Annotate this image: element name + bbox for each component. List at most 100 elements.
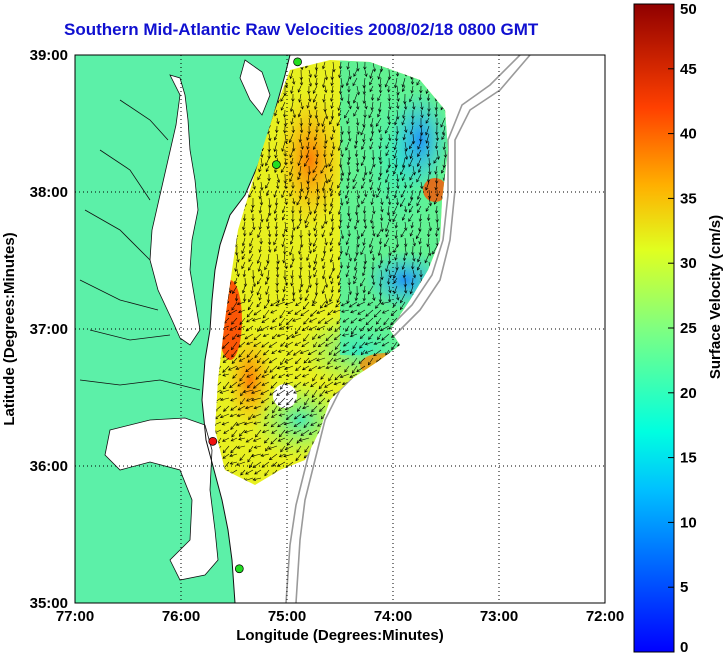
- velocity-arrow: [362, 149, 366, 160]
- velocity-arrow: [278, 453, 286, 458]
- velocity-arrow: [368, 237, 374, 248]
- velocity-arrow: [268, 357, 278, 364]
- velocity-arrow: [321, 181, 326, 192]
- velocity-arrow: [338, 221, 342, 230]
- velocity-arrow: [314, 61, 319, 71]
- velocity-arrow: [271, 349, 278, 354]
- velocity-arrow: [252, 437, 262, 442]
- velocity-arrow: [320, 373, 326, 380]
- velocity-arrow: [299, 125, 304, 134]
- grid-lines: [75, 55, 605, 603]
- velocity-arrow: [268, 133, 272, 142]
- velocity-arrow: [409, 229, 414, 237]
- velocity-arrow: [312, 85, 318, 94]
- velocity-arrow: [244, 405, 254, 410]
- velocity-arrow: [321, 117, 326, 127]
- velocity-arrow: [301, 373, 310, 378]
- velocity-arrow: [379, 213, 384, 222]
- velocity-arrow: [403, 285, 408, 294]
- colorbar-ticks: 0 5 10 15 20 25 30 35 40 45 50: [668, 1, 697, 656]
- velocity-arrow: [402, 109, 406, 119]
- velocity-arrow: [379, 157, 383, 165]
- velocity-arrow: [360, 125, 366, 136]
- velocity-arrow: [300, 309, 310, 317]
- velocity-arrow: [376, 189, 382, 198]
- velocity-arrow: [297, 109, 302, 118]
- velocity-arrow: [428, 165, 432, 175]
- velocity-arrow: [351, 365, 358, 374]
- velocity-arrow: [329, 293, 334, 303]
- velocity-arrow: [409, 189, 414, 201]
- velocity-arrow: [280, 165, 286, 173]
- velocity-arrow: [265, 213, 270, 223]
- velocity-arrow: [388, 245, 392, 256]
- velocity-arrow: [360, 277, 366, 287]
- velocity-arrow: [356, 213, 360, 224]
- velocity-arrow: [229, 381, 238, 389]
- velocity-arrow: [247, 301, 254, 311]
- velocity-arrow: [289, 173, 294, 183]
- velocity-arrow: [328, 325, 334, 332]
- velocity-arrow: [308, 237, 312, 247]
- velocity-arrow: [258, 245, 262, 253]
- velocity-arrow: [347, 205, 351, 217]
- velocity-arrow: [354, 221, 358, 230]
- velocity-arrow: [276, 173, 281, 184]
- velocity-arrow: [370, 269, 375, 279]
- velocity-arrow: [297, 157, 302, 167]
- velocity-arrow: [363, 61, 367, 71]
- velocity-arrow: [340, 301, 350, 307]
- velocity-arrow: [295, 453, 302, 462]
- velocity-arrow: [227, 365, 238, 371]
- velocity-arrow: [270, 421, 278, 428]
- velocity-arrow: [270, 437, 278, 445]
- velocity-arrow: [332, 125, 336, 134]
- velocity-arrow: [404, 149, 409, 160]
- velocity-arrow: [330, 213, 334, 223]
- velocity-arrow: [411, 261, 415, 270]
- velocity-arrow: [246, 309, 254, 318]
- velocity-arrow: [252, 461, 262, 468]
- velocity-arrow: [258, 205, 263, 214]
- velocity-arrow: [332, 309, 342, 314]
- velocity-arrow: [330, 109, 335, 120]
- velocity-arrow: [258, 189, 262, 200]
- velocity-arrow: [404, 245, 408, 257]
- velocity-arrow: [427, 229, 431, 238]
- x-tick-label: 77:00: [56, 608, 94, 625]
- velocity-arrow: [385, 173, 390, 184]
- velocity-arrow: [377, 333, 382, 341]
- velocity-arrow: [222, 341, 230, 349]
- velocity-arrow: [276, 293, 280, 304]
- velocity-arrow: [394, 253, 398, 261]
- velocity-arrow: [256, 253, 262, 264]
- velocity-arrow: [293, 429, 302, 435]
- velocity-arrow: [339, 133, 344, 144]
- velocity-arrow: [387, 277, 391, 285]
- velocity-arrow: [360, 157, 366, 167]
- velocity-arrow: [252, 477, 262, 481]
- velocity-arrow: [261, 429, 270, 434]
- velocity-arrow: [346, 261, 350, 269]
- velocity-arrow: [412, 237, 416, 247]
- velocity-arrow: [396, 85, 400, 96]
- velocity-arrow: [410, 277, 415, 287]
- y-tick-labels: 39:00 38:00 37:00 36:00 35:00: [30, 47, 68, 612]
- velocity-arrow: [307, 85, 311, 95]
- velocity-arrow: [387, 69, 392, 80]
- velocity-arrow: [340, 93, 344, 102]
- velocity-arrow: [236, 253, 240, 263]
- velocity-arrow: [258, 165, 262, 173]
- velocity-arrow: [278, 373, 286, 378]
- velocity-arrow: [329, 165, 334, 173]
- velocity-arrow: [378, 237, 383, 245]
- velocity-arrow: [377, 245, 382, 257]
- velocity-arrow: [338, 157, 343, 168]
- velocity-arrow: [378, 277, 383, 288]
- velocity-arrow: [289, 149, 294, 159]
- velocity-arrow: [223, 405, 230, 412]
- velocity-arrow: [441, 165, 446, 174]
- velocity-arrow: [356, 237, 360, 248]
- velocity-arrow: [251, 413, 262, 419]
- velocity-arrow: [404, 221, 408, 231]
